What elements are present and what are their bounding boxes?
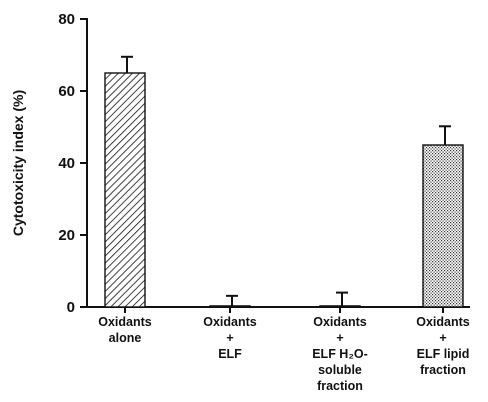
- category-label-2: Oxidants + ELF: [203, 315, 257, 361]
- category-label-line: Oxidants: [203, 315, 257, 329]
- category-label-line: ELF lipid: [417, 347, 470, 361]
- category-label-line: fraction: [420, 363, 466, 377]
- y-tick-label-40: 40: [58, 155, 75, 172]
- category-label-1: Oxidants alone: [98, 315, 152, 345]
- bar-3: [319, 305, 361, 308]
- category-label-line: +: [439, 331, 446, 345]
- y-tick-label-80: 80: [58, 11, 75, 28]
- category-label-line: Oxidants: [313, 315, 367, 329]
- bar-2: [209, 305, 251, 308]
- category-label-line: ELF: [218, 347, 242, 361]
- category-label-3: Oxidants + ELF H₂O-soluble fraction: [312, 315, 368, 393]
- y-tick-label-60: 60: [58, 83, 75, 100]
- category-label-line: Oxidants: [416, 315, 470, 329]
- category-labels: Oxidants alone Oxidants + ELF Oxidants + ELF H₂…: [98, 315, 470, 393]
- category-label-line: +: [226, 331, 233, 345]
- y-tick-label-20: 20: [58, 227, 75, 244]
- category-label-line: fraction: [317, 379, 363, 393]
- category-label-line: +: [336, 331, 343, 345]
- category-label-4: Oxidants + ELF lipid fraction: [416, 315, 470, 377]
- category-label-line: alone: [109, 331, 142, 345]
- category-label-line: Oxidants: [98, 315, 152, 329]
- category-label-line: ELF H₂O-: [312, 347, 368, 361]
- bar-4: [422, 144, 464, 308]
- y-tick-label-0: 0: [67, 299, 75, 316]
- y-axis-label: Cytotoxicity index (%): [10, 90, 26, 236]
- bars: [104, 55, 464, 308]
- bar-1: [104, 72, 146, 308]
- category-label-line: soluble: [318, 363, 362, 377]
- axes: 0 20 40 60 80: [58, 11, 470, 316]
